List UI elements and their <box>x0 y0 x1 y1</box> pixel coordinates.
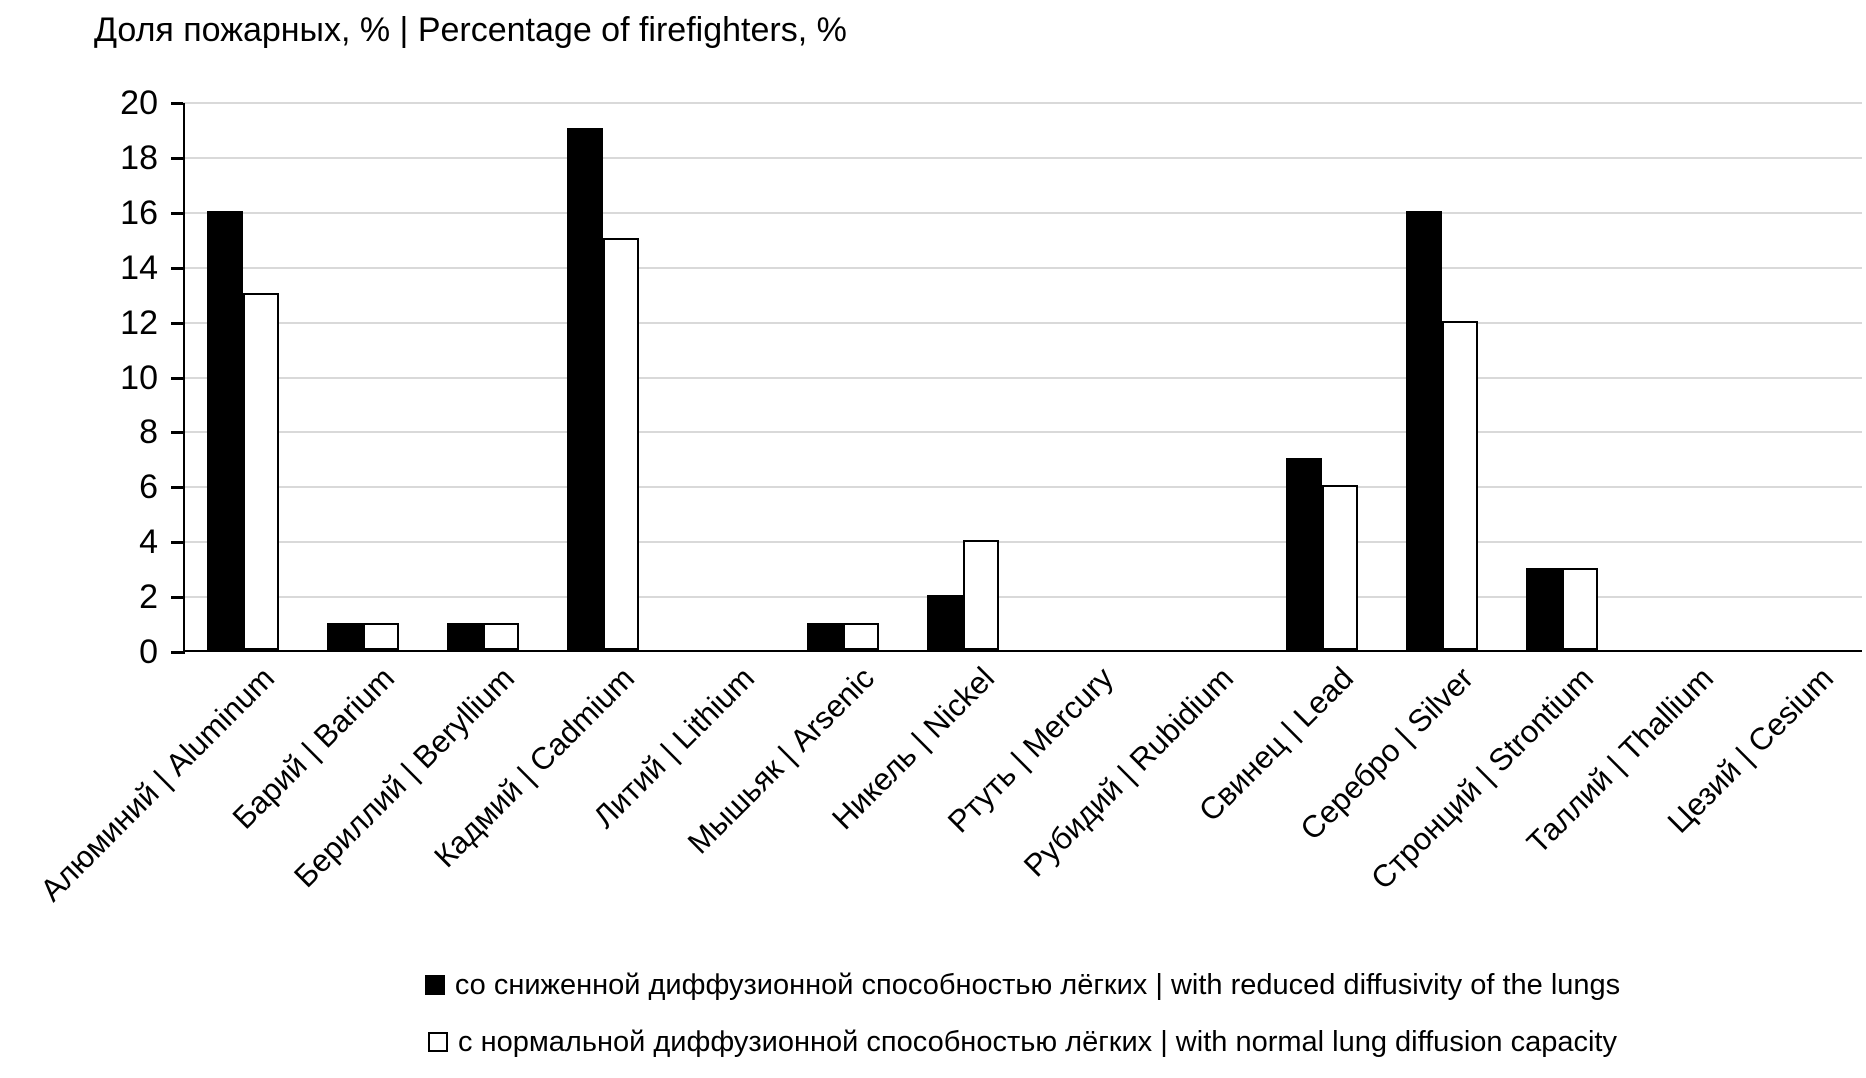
gridline <box>183 376 1862 379</box>
y-axis-tick-label: 12 <box>120 303 158 342</box>
y-axis-tick-labels: 0 2 4 6 8 10 12 14 16 18 20 <box>40 84 158 671</box>
bar-reduced-diffusivity <box>567 128 603 650</box>
gridline <box>183 596 1862 599</box>
x-axis-category-label: Стронций | Strontium <box>1364 660 1601 897</box>
y-axis-tick-mark <box>171 651 183 654</box>
x-axis-category-label: Рубидий | Rubidium <box>1016 660 1241 884</box>
y-axis-tick-mark <box>171 596 183 600</box>
y-axis-line <box>183 103 185 654</box>
x-axis-category-label: Кадмий | Cadmium <box>427 660 642 875</box>
bar-reduced-diffusivity <box>1406 211 1442 650</box>
gridline <box>183 486 1862 489</box>
y-axis-tick-mark <box>171 376 183 380</box>
y-axis-tick-mark <box>171 102 183 105</box>
bar-reduced-diffusivity <box>807 623 843 650</box>
gridline <box>183 156 1862 159</box>
y-axis-tick-label: 20 <box>120 84 158 122</box>
legend-label: со сниженной диффузионной способностью л… <box>454 968 1621 1001</box>
bar-reduced-diffusivity <box>927 595 963 650</box>
bar-normal-diffusion <box>603 238 639 650</box>
gridline <box>183 431 1862 434</box>
x-axis-category-label: Алюминий | Aluminum <box>33 660 282 908</box>
bar-normal-diffusion <box>1442 321 1478 650</box>
legend-label: с нормальной диффузионной способностью л… <box>458 1025 1617 1058</box>
gridline <box>183 102 1862 104</box>
bar-normal-diffusion <box>363 623 399 650</box>
bar-normal-diffusion <box>243 293 279 650</box>
y-axis-tick-label: 16 <box>120 193 158 232</box>
y-axis-tick-mark <box>171 541 183 545</box>
legend-item: со сниженной диффузионной способностью л… <box>183 963 1862 1007</box>
bar-normal-diffusion <box>483 623 519 650</box>
y-axis-tick-label: 14 <box>120 248 158 287</box>
y-axis-tick-mark <box>171 486 183 490</box>
bar-normal-diffusion <box>963 540 999 650</box>
gridline <box>183 541 1862 544</box>
legend-swatch-reduced-diffusivity-icon <box>424 975 445 995</box>
x-axis-category-label: Бериллий | Beryllium <box>287 660 522 895</box>
y-axis-tick-mark <box>171 211 183 215</box>
gridline <box>183 266 1862 269</box>
plot-area <box>171 102 1862 654</box>
bar-reduced-diffusivity <box>1526 568 1562 650</box>
chart-title: Доля пожарных, % | Percentage of firefig… <box>94 11 847 49</box>
y-axis-tick-mark <box>171 266 183 270</box>
bar-normal-diffusion <box>843 623 879 650</box>
bar-normal-diffusion <box>1322 485 1358 650</box>
y-axis-tick-label: 2 <box>139 578 158 617</box>
y-axis-tick-label: 18 <box>120 138 158 177</box>
x-axis-labels: Алюминий | Aluminum Барий | Barium Берилли… <box>33 655 1862 955</box>
gridline <box>183 211 1862 214</box>
bar-reduced-diffusivity <box>447 623 483 650</box>
y-axis-tick-label: 6 <box>139 468 158 507</box>
y-axis-tick-mark <box>171 431 183 435</box>
bar-normal-diffusion <box>1562 568 1598 650</box>
bar-reduced-diffusivity <box>207 211 243 650</box>
y-axis-tick-label: 0 <box>139 633 158 671</box>
y-axis-tick-label: 8 <box>139 413 158 452</box>
legend-swatch-normal-diffusion-icon <box>428 1032 449 1052</box>
y-axis-tick-mark <box>171 321 183 325</box>
gridline <box>183 321 1862 324</box>
x-axis-line <box>183 650 1862 652</box>
bar-reduced-diffusivity <box>1286 458 1322 650</box>
y-axis-tick-label: 10 <box>120 358 158 397</box>
y-axis-tick-mark <box>171 156 183 160</box>
bar-reduced-diffusivity <box>327 623 363 650</box>
legend: со сниженной диффузионной способностью л… <box>183 963 1862 1077</box>
y-axis-tick-label: 4 <box>139 523 158 562</box>
legend-item: с нормальной диффузионной способностью л… <box>183 1020 1862 1064</box>
